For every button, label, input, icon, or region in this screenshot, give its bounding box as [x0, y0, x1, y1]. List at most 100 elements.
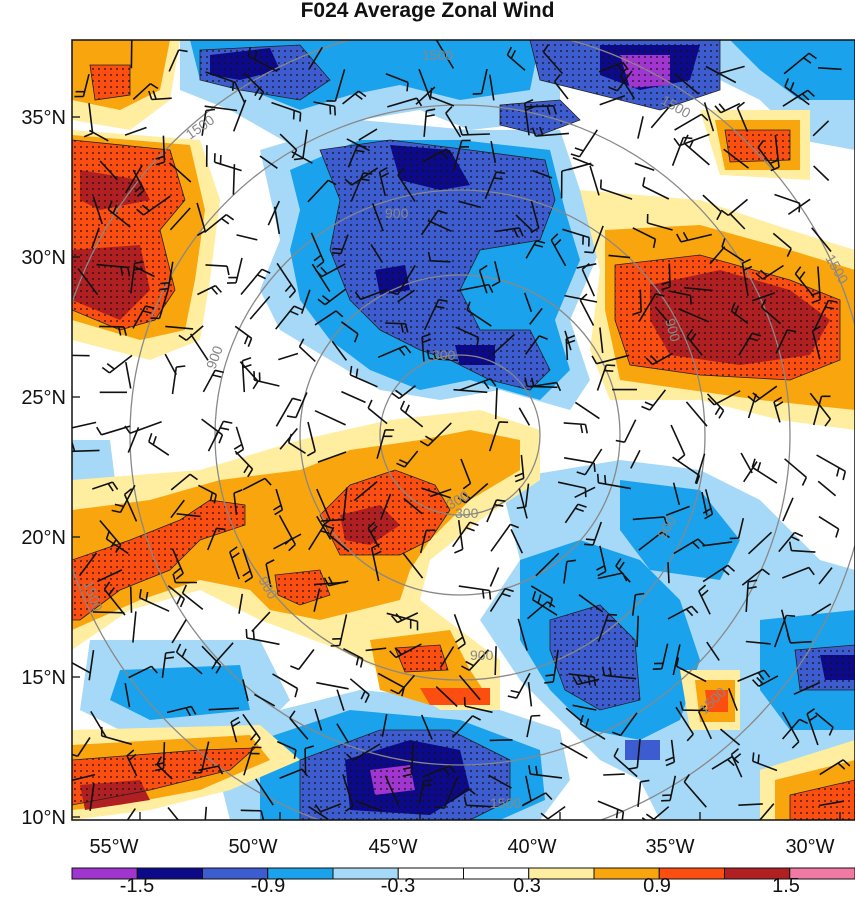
y-tick-label: 35°N — [21, 107, 66, 129]
wind-barb — [249, 295, 271, 320]
wind-barb — [275, 305, 303, 330]
wind-barb — [601, 666, 637, 680]
wind-barb — [89, 782, 95, 812]
wind-barb — [124, 164, 143, 194]
wind-barb — [774, 193, 801, 213]
wind-barb — [460, 458, 472, 490]
wind-barb — [126, 749, 138, 777]
wind-barb — [100, 726, 133, 746]
colorbar-label: -0.9 — [251, 875, 285, 897]
wind-barb — [638, 292, 665, 322]
wind-barb — [782, 566, 815, 579]
wind-barb — [124, 682, 131, 708]
wind-barb — [96, 263, 131, 277]
wind-barb — [429, 87, 455, 107]
wind-barb — [96, 569, 123, 583]
wind-barb — [535, 552, 560, 577]
wind-barb — [172, 573, 198, 584]
wind-barb — [125, 361, 132, 389]
y-tick-label: 25°N — [21, 387, 66, 409]
wind-barb — [233, 489, 243, 515]
x-tick-label: 50°W — [228, 836, 277, 858]
wind-barb — [706, 393, 725, 419]
wind-barb — [544, 649, 559, 684]
wind-barb — [458, 585, 492, 600]
wind-barb — [307, 179, 337, 203]
wind-barb — [531, 590, 558, 616]
wind-barb — [572, 675, 600, 686]
wind-barb — [234, 325, 253, 347]
wind-barb — [818, 515, 840, 538]
wind-barb — [637, 779, 650, 807]
wind-barb — [741, 568, 770, 586]
wind-barb — [811, 227, 832, 253]
wind-barb — [300, 289, 311, 314]
wind-barb — [99, 325, 127, 336]
wind-barb — [811, 603, 832, 617]
wind-barb — [329, 526, 350, 553]
wind-barb — [563, 422, 588, 434]
wind-barb — [579, 293, 595, 326]
wind-barb — [276, 740, 297, 759]
wind-barb — [272, 488, 284, 516]
wind-barb — [314, 409, 346, 426]
wind-barb — [293, 129, 308, 161]
wind-barb — [343, 647, 364, 668]
wind-barb — [170, 473, 198, 491]
wind-barb — [737, 669, 771, 683]
wind-barb — [453, 614, 466, 650]
x-tick-label: 45°W — [368, 836, 417, 858]
wind-barb — [450, 788, 476, 803]
range-circles — [72, 40, 855, 820]
wind-barb — [806, 708, 819, 746]
wind-barb — [354, 288, 388, 301]
wind-barb — [730, 748, 743, 778]
wind-barb — [596, 545, 607, 577]
wind-barb — [232, 164, 236, 195]
wind-barb — [613, 747, 638, 778]
wind-barb — [423, 108, 436, 137]
wind-barb — [514, 454, 525, 483]
wind-barb — [563, 559, 577, 584]
wind-barb — [92, 481, 119, 492]
wind-barb — [661, 263, 671, 291]
wind-barb — [155, 135, 166, 166]
wind-barb — [89, 129, 109, 142]
wind-barb — [818, 567, 833, 585]
wind-barb — [701, 491, 708, 516]
wind-barb — [168, 162, 192, 183]
wind-barb — [599, 327, 604, 354]
wind-barb — [782, 497, 794, 522]
wind-barb — [672, 456, 701, 485]
wind-barb — [671, 136, 693, 166]
wind-barb — [619, 68, 636, 100]
wind-barb — [314, 708, 323, 731]
wind-barb — [390, 674, 416, 695]
wind-barb — [667, 605, 699, 620]
wind-barb — [637, 116, 644, 139]
wind-barb — [308, 46, 323, 69]
wind-barb — [578, 594, 604, 613]
wind-barb — [213, 153, 242, 172]
wind-barb — [105, 530, 129, 555]
wind-barb — [168, 49, 188, 72]
wind-barb — [278, 352, 299, 361]
wind-barb — [458, 674, 481, 701]
wind-barb — [494, 646, 497, 676]
wind-barb — [707, 390, 741, 406]
wind-barb — [784, 78, 810, 106]
wind-barb — [279, 427, 298, 450]
wind-barb — [494, 387, 498, 420]
wind-barb — [308, 806, 329, 820]
wind-barb — [317, 451, 347, 463]
colorbar-label: 0.9 — [643, 875, 671, 897]
wind-barb — [778, 531, 804, 553]
wind-barb — [453, 388, 488, 394]
wind-barb — [526, 714, 541, 738]
wind-barb — [272, 673, 299, 698]
wind-barb — [204, 806, 208, 820]
wind-barb — [176, 513, 201, 518]
wind-barb — [632, 516, 669, 526]
wind-barb — [628, 739, 641, 770]
wind-barb — [243, 746, 262, 776]
